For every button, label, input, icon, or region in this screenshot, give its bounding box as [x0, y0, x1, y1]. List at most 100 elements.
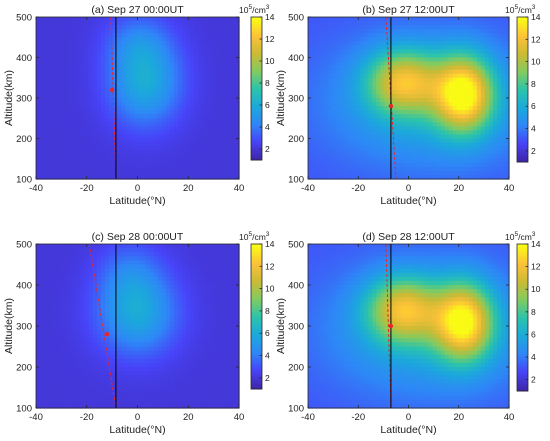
trajectory-line — [88, 243, 117, 409]
x-tick-label: -20 — [351, 412, 365, 423]
colorbar-tick-label: 2 — [265, 144, 270, 154]
colorbar-tick-label: 12 — [265, 261, 275, 271]
position-marker — [104, 332, 110, 337]
y-axis-label: Altitude(km) — [3, 70, 15, 126]
heatmap-field — [36, 244, 240, 409]
colorbar-tick-label: 6 — [265, 328, 270, 338]
x-tick-label: 20 — [453, 183, 464, 194]
colorbar-tick-label: 14 — [265, 239, 275, 249]
x-axis-label: Latitude(°N) — [109, 195, 165, 207]
y-tick-label: 500 — [288, 240, 304, 251]
panel-title: (b) Sep 27 12:00UT — [362, 4, 455, 16]
x-tick-label: -40 — [29, 412, 43, 423]
x-tick-label: -20 — [80, 183, 94, 194]
colorbar-tick-label: 10 — [265, 56, 275, 66]
heatmap-field — [36, 17, 240, 180]
y-tick-label: 300 — [288, 322, 304, 333]
colorbar-tick-label: 6 — [265, 100, 270, 110]
colorbar-tick-label: 2 — [531, 375, 536, 385]
colorbar-tick-label: 10 — [265, 284, 275, 294]
y-tick-label: 300 — [16, 322, 32, 333]
colorbar-tick-label: 2 — [531, 146, 536, 156]
y-tick-label: 200 — [288, 134, 304, 145]
colorbar-tick-label: 2 — [265, 373, 270, 383]
colorbar-tick-label: 4 — [265, 351, 270, 361]
y-axis-label: Altitude(km) — [275, 70, 287, 126]
panel-title: (d) Sep 28 12:00UT — [362, 231, 455, 243]
x-tick-label: 40 — [234, 183, 245, 194]
y-tick-label: 300 — [16, 94, 32, 105]
y-tick-label: 100 — [288, 404, 304, 415]
heatmap-field — [308, 17, 510, 180]
y-tick-label: 100 — [16, 175, 32, 186]
x-axis-label: Latitude(°N) — [380, 195, 436, 207]
colorbar-tick-label: 8 — [265, 306, 270, 316]
y-tick-label: 400 — [16, 53, 32, 64]
colorbar-tick-label: 8 — [531, 307, 536, 317]
y-tick-label: 400 — [288, 53, 304, 64]
y-tick-label: 200 — [288, 363, 304, 374]
colorbar-tick-label: 8 — [265, 78, 270, 88]
y-tick-label: 400 — [288, 281, 304, 292]
x-tick-label: -20 — [351, 183, 365, 194]
colorbar-tick-label: 10 — [531, 57, 541, 67]
colorbar-tick-label: 14 — [531, 12, 541, 22]
y-tick-label: 500 — [16, 240, 32, 251]
colorbar-tick-label: 10 — [531, 284, 541, 294]
colorbar-tick-label: 4 — [265, 122, 270, 132]
trajectory-line — [385, 243, 392, 409]
x-tick-label: 0 — [135, 412, 140, 423]
colorbar-unit-label: 105/cm3 — [239, 231, 270, 242]
y-tick-label: 400 — [16, 281, 32, 292]
y-tick-label: 500 — [16, 13, 32, 24]
x-axis-label: Latitude(°N) — [109, 424, 165, 436]
x-tick-label: -20 — [80, 412, 94, 423]
y-tick-label: 100 — [288, 175, 304, 186]
x-tick-label: 20 — [183, 412, 194, 423]
colorbar-tick-label: 12 — [531, 262, 541, 272]
position-marker — [388, 103, 394, 109]
y-tick-label: 100 — [16, 404, 32, 415]
colorbar-unit-label: 105/cm3 — [505, 4, 536, 15]
colorbar-tick-label: 12 — [531, 34, 541, 44]
x-tick-label: 40 — [234, 412, 245, 423]
y-axis-label: Altitude(km) — [3, 298, 15, 354]
position-marker — [109, 87, 115, 93]
colorbar-tick-label: 12 — [265, 34, 275, 44]
colorbar-tick-label: 8 — [531, 79, 536, 89]
x-tick-label: -40 — [29, 183, 43, 194]
heatmap-field — [308, 244, 510, 409]
colorbar-tick-label: 14 — [265, 12, 275, 22]
y-tick-label: 200 — [16, 363, 32, 374]
x-tick-label: -40 — [301, 183, 315, 194]
panel-c: -40 -20 0 20 40 100 200 300 400 500 (c) Sep 28 00:… — [3, 231, 275, 436]
y-tick-label: 200 — [16, 134, 32, 145]
panel-title: (c) Sep 28 00:00UT — [92, 231, 184, 243]
panel-b: -40 -20 0 20 40 100 200 300 400 500 (b) Sep 27 12:… — [275, 4, 541, 207]
x-tick-label: 20 — [453, 412, 464, 423]
colorbar-tick-label: 4 — [531, 124, 536, 134]
x-tick-label: 40 — [504, 183, 515, 194]
y-tick-label: 300 — [288, 94, 304, 105]
x-axis-label: Latitude(°N) — [380, 424, 436, 436]
colorbar-tick-label: 6 — [531, 329, 536, 339]
colorbar-tick-label: 6 — [531, 101, 536, 111]
panel-d: -40 -20 0 20 40 100 200 300 400 500 (d) Sep 28 12:… — [275, 231, 541, 436]
x-tick-label: 0 — [406, 412, 411, 423]
panel-title: (a) Sep 27 00:00UT — [91, 4, 184, 16]
panel-a: -40 -20 0 20 40 100 200 300 400 500 (a) Sep 27 00:… — [3, 4, 275, 207]
y-tick-label: 500 — [288, 13, 304, 24]
colorbar-unit-label: 105/cm3 — [239, 4, 270, 15]
x-tick-label: 0 — [406, 183, 411, 194]
x-tick-label: -40 — [301, 412, 315, 423]
x-tick-label: 0 — [135, 183, 140, 194]
x-tick-label: 20 — [183, 183, 194, 194]
position-marker — [388, 323, 394, 329]
colorbar-tick-label: 14 — [531, 239, 541, 249]
x-tick-label: 40 — [504, 412, 515, 423]
